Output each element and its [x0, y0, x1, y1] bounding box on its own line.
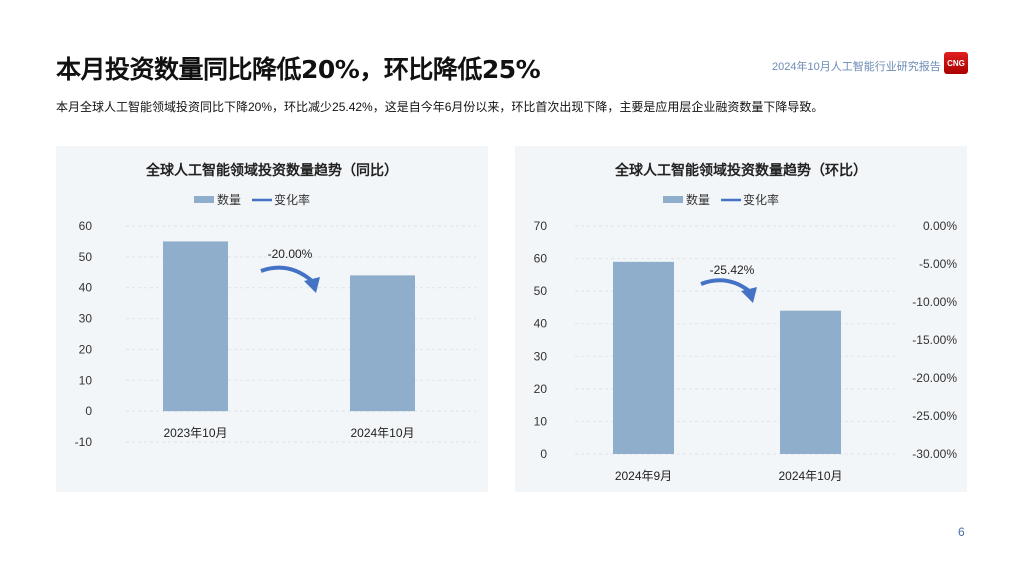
chart-yoy-panel: 全球人工智能领域投资数量趋势（同比） 数量 变化率 60 50 40 30 20 10 0 -10 2…	[56, 146, 488, 492]
y2-tick-label: -15.00%	[912, 333, 957, 347]
report-name: 2024年10月人工智能行业研究报告	[772, 61, 941, 73]
y-tick-label: 10	[79, 373, 93, 387]
y-tick-label: 70	[534, 219, 548, 233]
bar	[613, 261, 674, 454]
chart-title: 全球人工智能领域投资数量趋势（同比）	[145, 162, 398, 178]
y-tick-label: 50	[79, 250, 93, 264]
y-tick-label: 60	[534, 252, 548, 266]
y-tick-label: 40	[534, 317, 548, 331]
x-tick-label: 2023年10月	[163, 426, 227, 440]
legend-label: 数量	[686, 192, 710, 207]
x-tick-label: 2024年10月	[778, 469, 842, 483]
change-rate-label: -25.42%	[710, 263, 755, 277]
legend-label: 数量	[217, 192, 241, 207]
y-tick-label: 10	[534, 414, 548, 428]
arrow-icon	[260, 265, 314, 283]
y-tick-label: 30	[79, 312, 93, 326]
summary-text: 本月全球人工智能领域投资同比下降20%，环比减少25.42%，这是自今年6月份以…	[56, 100, 824, 114]
arrow-icon	[700, 278, 751, 293]
page-title: 本月投资数量同比降低20%，环比降低25%	[56, 55, 541, 84]
bar	[163, 241, 228, 412]
y-tick-label: 20	[534, 382, 548, 396]
y-tick-label: 50	[534, 284, 548, 298]
arrow-head-icon	[304, 277, 320, 293]
y-tick-label: 20	[79, 342, 93, 356]
legend-bar-swatch	[194, 196, 214, 203]
y2-tick-label: -30.00%	[912, 447, 957, 461]
arrow-head-icon	[741, 287, 757, 303]
y2-tick-label: -25.00%	[912, 409, 957, 423]
y-tick-label: 30	[534, 349, 548, 363]
y2-tick-label: 0.00%	[923, 219, 957, 233]
legend-label: 变化率	[274, 192, 310, 207]
x-tick-label: 2024年10月	[350, 426, 414, 440]
y-tick-label: 0	[540, 447, 547, 461]
chart-title: 全球人工智能领域投资数量趋势（环比）	[614, 162, 867, 178]
y2-tick-label: -10.00%	[912, 295, 957, 309]
cng-logo: CNG	[944, 52, 968, 74]
bar	[350, 275, 415, 412]
chart-mom-panel: 全球人工智能领域投资数量趋势（环比） 数量 变化率 70 60 50 40 30 20 10 0 0.…	[515, 146, 967, 492]
legend-label: 变化率	[743, 192, 779, 207]
y-tick-label: 60	[79, 219, 93, 233]
legend-bar-swatch	[663, 196, 683, 203]
y-tick-label: 0	[85, 404, 92, 418]
y-tick-label: -10	[75, 435, 93, 449]
change-rate-label: -20.00%	[268, 247, 313, 261]
y2-tick-label: -5.00%	[919, 257, 957, 271]
bar	[780, 310, 841, 454]
x-tick-label: 2024年9月	[615, 469, 672, 483]
page-number: 6	[958, 525, 965, 539]
y2-tick-label: -20.00%	[912, 371, 957, 385]
y-tick-label: 40	[79, 281, 93, 295]
